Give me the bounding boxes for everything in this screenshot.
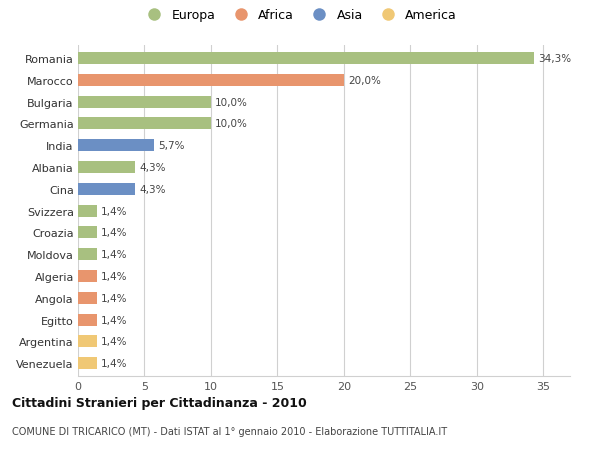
Text: 1,4%: 1,4% [101, 250, 127, 260]
Text: 34,3%: 34,3% [538, 54, 571, 64]
Bar [78, 53, 534, 65]
Text: 4,3%: 4,3% [139, 162, 166, 173]
Bar [78, 292, 97, 304]
Legend: Europa, Africa, Asia, America: Europa, Africa, Asia, America [142, 9, 457, 22]
Text: 1,4%: 1,4% [101, 206, 127, 216]
Text: 1,4%: 1,4% [101, 358, 127, 368]
Text: 5,7%: 5,7% [158, 141, 184, 151]
Text: 10,0%: 10,0% [215, 119, 248, 129]
Text: 1,4%: 1,4% [101, 271, 127, 281]
Bar [78, 227, 97, 239]
Bar [78, 205, 97, 217]
Bar [78, 249, 97, 261]
Text: 1,4%: 1,4% [101, 336, 127, 347]
Text: COMUNE DI TRICARICO (MT) - Dati ISTAT al 1° gennaio 2010 - Elaborazione TUTTITAL: COMUNE DI TRICARICO (MT) - Dati ISTAT al… [12, 426, 447, 436]
Text: 1,4%: 1,4% [101, 228, 127, 238]
Bar [78, 336, 97, 347]
Text: 1,4%: 1,4% [101, 315, 127, 325]
Text: Cittadini Stranieri per Cittadinanza - 2010: Cittadini Stranieri per Cittadinanza - 2… [12, 396, 307, 409]
Text: 1,4%: 1,4% [101, 293, 127, 303]
Bar [78, 75, 344, 87]
Bar [78, 358, 97, 369]
Bar [78, 118, 211, 130]
Text: 4,3%: 4,3% [139, 185, 166, 195]
Bar [78, 184, 135, 196]
Bar [78, 140, 154, 152]
Bar [78, 96, 211, 108]
Bar [78, 162, 135, 174]
Text: 10,0%: 10,0% [215, 97, 248, 107]
Bar [78, 314, 97, 326]
Text: 20,0%: 20,0% [348, 76, 381, 86]
Bar [78, 270, 97, 282]
